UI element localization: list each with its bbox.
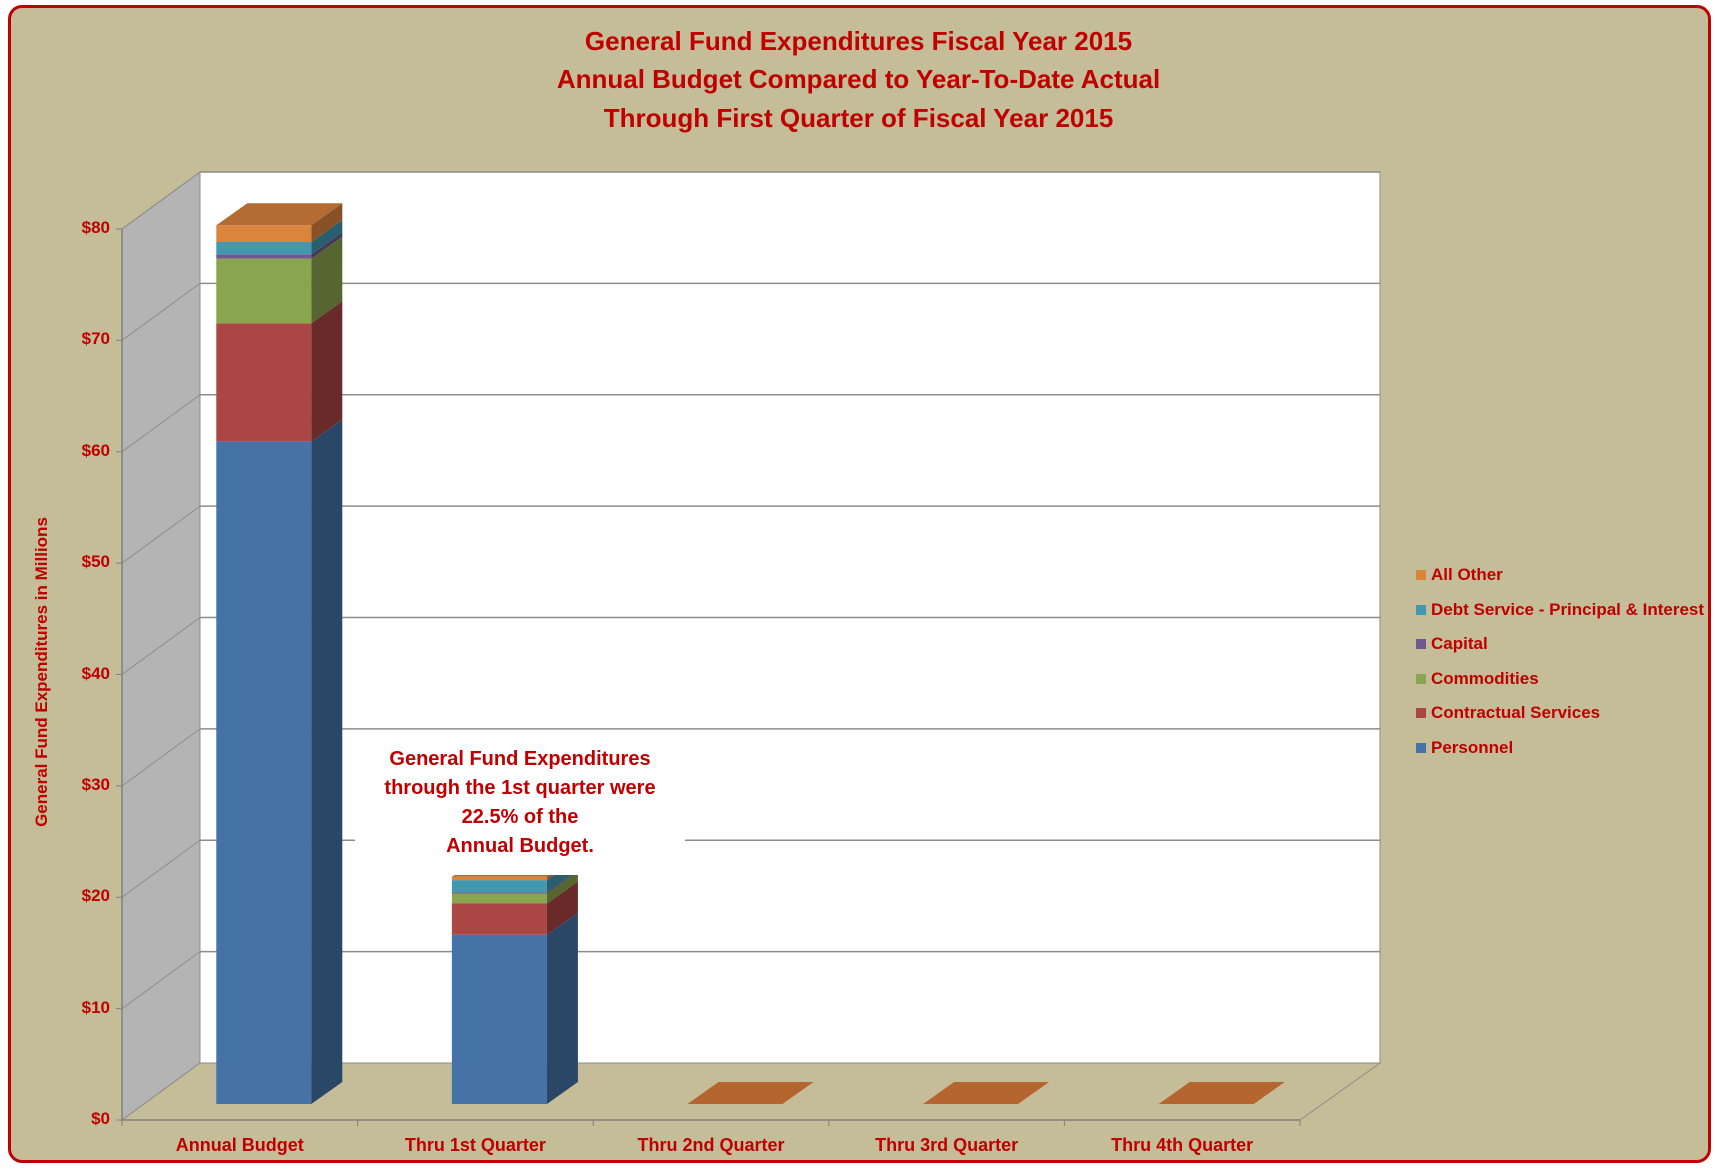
x-tick-label: Annual Budget bbox=[175, 1135, 304, 1155]
bar-top bbox=[216, 203, 343, 226]
bar-top bbox=[1158, 1082, 1285, 1104]
x-tick-label: Thru 4th Quarter bbox=[1111, 1135, 1254, 1155]
y-tick-label: $60 bbox=[81, 440, 110, 460]
bar-segment-side bbox=[311, 232, 343, 259]
annotation-line: through the 1st quarter were bbox=[384, 777, 656, 799]
chart-title-line-1: General Fund Expenditures Fiscal Year 20… bbox=[584, 26, 1133, 56]
annotation-line: 22.5% of the bbox=[461, 806, 579, 828]
bar-segment-side bbox=[546, 871, 578, 904]
legend-swatch bbox=[1416, 708, 1426, 719]
bar-segment bbox=[451, 880, 547, 893]
legend-item-personnel: Personnel bbox=[1416, 731, 1704, 766]
bar-segment-side bbox=[546, 870, 578, 894]
legend-label: All Other bbox=[1431, 565, 1503, 585]
bar-segment bbox=[216, 323, 312, 442]
legend-swatch bbox=[1416, 673, 1426, 684]
legend-swatch bbox=[1416, 570, 1426, 581]
y-tick-label: $70 bbox=[81, 329, 110, 349]
chart-legend: All Other Debt Service - Principal & Int… bbox=[1416, 558, 1704, 765]
bar-segment-side bbox=[311, 419, 343, 1105]
legend-item-commodities: Commodities bbox=[1416, 662, 1704, 697]
bar-segment-side bbox=[311, 203, 343, 242]
gridline-side bbox=[121, 839, 201, 898]
bar-segment bbox=[216, 241, 312, 255]
legend-label: Commodities bbox=[1431, 668, 1539, 688]
bar-top bbox=[923, 1082, 1050, 1104]
legend-item-capital: Capital bbox=[1416, 627, 1704, 662]
y-tick-label: $10 bbox=[81, 997, 110, 1017]
gridline-side bbox=[121, 171, 201, 230]
y-tick-label: $40 bbox=[81, 663, 110, 683]
gridline-side bbox=[121, 728, 201, 787]
gridline-side bbox=[121, 394, 201, 453]
y-tick-label: $80 bbox=[81, 218, 110, 237]
bar-segment-side bbox=[311, 219, 343, 255]
annotation-line: Annual Budget. bbox=[446, 835, 594, 857]
legend-label: Capital bbox=[1431, 634, 1488, 654]
gridline-side bbox=[121, 617, 201, 675]
chart-title-line-2: Annual Budget Compared to Year-To-Date A… bbox=[556, 64, 1161, 94]
bar-segment-side bbox=[311, 236, 343, 324]
bar-segment bbox=[451, 934, 547, 1104]
y-tick-label: $30 bbox=[81, 774, 110, 794]
y-tick-label: $0 bbox=[91, 1109, 110, 1128]
annotation-line: General Fund Expenditures bbox=[389, 748, 651, 770]
chart-annotation: General Fund Expenditures through the 1s… bbox=[355, 745, 685, 875]
legend-item-contractual-services: Contractual Services bbox=[1416, 696, 1704, 731]
legend-swatch bbox=[1416, 604, 1426, 615]
x-tick-label: Thru 1st Quarter bbox=[404, 1135, 546, 1155]
chart-title-line-3: Through First Quarter of Fiscal Year 201… bbox=[603, 103, 1114, 133]
legend-item-debt-service: Debt Service - Principal & Interest bbox=[1416, 593, 1704, 628]
legend-label: Personnel bbox=[1431, 737, 1514, 757]
y-tick-label: $50 bbox=[81, 552, 110, 572]
x-tick-label: Thru 3rd Quarter bbox=[875, 1135, 1019, 1155]
bar-segment bbox=[216, 225, 312, 242]
gridline-side bbox=[121, 282, 201, 341]
y-tick-label: $20 bbox=[81, 886, 110, 906]
legend-swatch bbox=[1416, 742, 1426, 753]
bar-top bbox=[687, 1082, 814, 1104]
bar-segment bbox=[216, 254, 312, 259]
bar-segment bbox=[216, 441, 312, 1105]
gridline-side bbox=[121, 505, 201, 564]
x-tick-label: Thru 2nd Quarter bbox=[637, 1135, 785, 1155]
legend-label: Debt Service - Principal & Interest bbox=[1431, 599, 1705, 619]
bar-segment-side bbox=[546, 881, 578, 935]
bar-segment bbox=[451, 893, 547, 904]
bar-segment bbox=[451, 876, 547, 881]
bar-segment bbox=[451, 892, 547, 894]
legend-item-all-other: All Other bbox=[1416, 558, 1704, 593]
gridline-side bbox=[121, 951, 201, 1010]
legend-label: Contractual Services bbox=[1431, 703, 1601, 723]
bar-segment bbox=[451, 903, 547, 935]
bar-segment bbox=[216, 258, 312, 324]
legend-swatch bbox=[1416, 639, 1426, 650]
bar-segment-side bbox=[311, 301, 343, 442]
bar-segment-side bbox=[546, 912, 578, 1104]
